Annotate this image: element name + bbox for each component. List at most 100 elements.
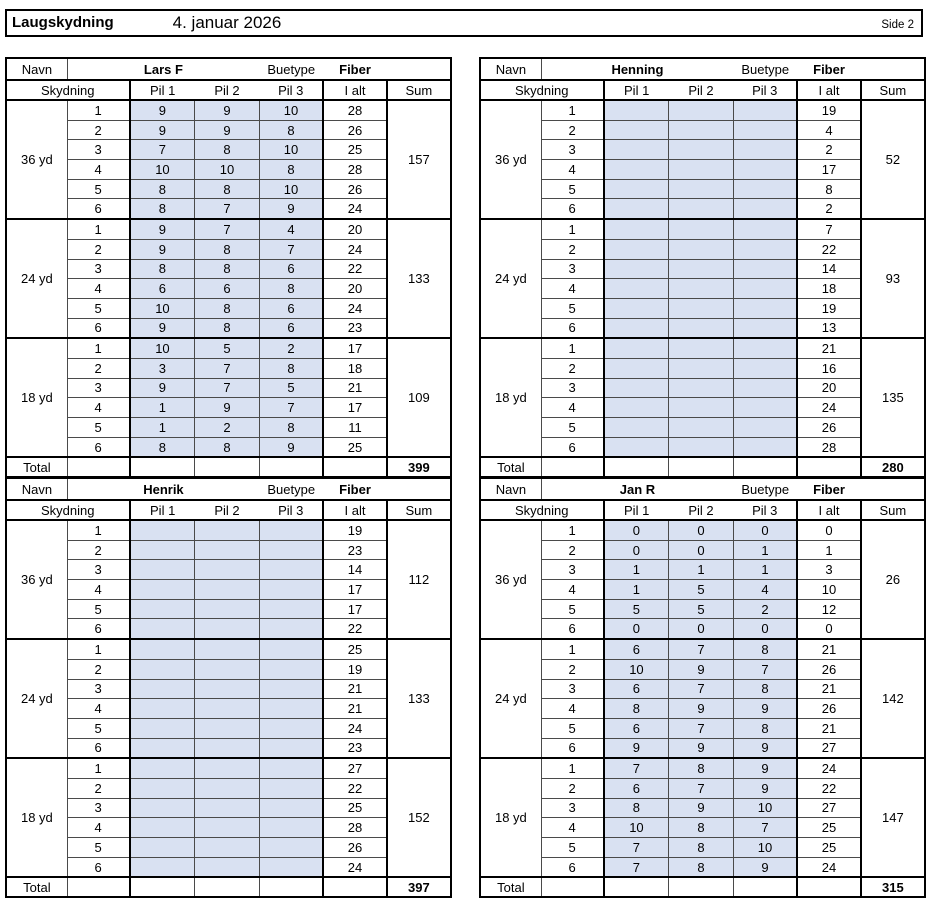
round-total-cell: 22 <box>796 777 862 799</box>
round-total-cell: 26 <box>322 837 388 858</box>
round-number-cell: 4 <box>540 397 605 418</box>
navn-label: Navn <box>480 478 542 501</box>
arrow-score-cell: 7 <box>128 139 196 161</box>
col-header-ialt: I alt <box>322 80 387 101</box>
total-value: 315 <box>859 876 926 898</box>
arrow-score-cell: 9 <box>668 658 734 680</box>
total-empty-cell <box>128 456 196 478</box>
arrow-score-cell <box>128 717 196 739</box>
round-total-cell: 12 <box>796 598 862 620</box>
arrow-score-cell: 8 <box>194 178 260 200</box>
arrow-score-cell: 7 <box>194 198 260 220</box>
buetype-value: Fiber <box>323 478 387 501</box>
arrow-score-cell: 0 <box>602 618 670 640</box>
arrow-score-cell <box>128 737 196 759</box>
arrow-score-cell: 1 <box>668 559 734 581</box>
arrow-score-cell <box>732 98 798 121</box>
arrow-score-cell <box>602 337 670 359</box>
scorecard-table: Navn Henrik Buetype Fiber Skydning Pil 1 Pil 2… <box>5 477 452 898</box>
arrow-score-cell <box>128 777 196 799</box>
round-total-cell: 24 <box>796 757 862 779</box>
round-total-cell: 25 <box>322 436 388 458</box>
buetype-value: Fiber <box>797 478 861 501</box>
total-empty-cell <box>194 876 260 898</box>
total-empty-cell <box>258 876 324 898</box>
arrow-score-cell: 8 <box>194 436 260 458</box>
arrow-score-cell: 7 <box>668 777 734 799</box>
arrow-score-cell: 1 <box>128 417 196 438</box>
arrow-score-cell <box>732 178 798 200</box>
navn-label: Navn <box>6 58 68 81</box>
col-header-pil2: Pil 2 <box>668 500 734 521</box>
arrow-score-cell: 6 <box>258 317 324 339</box>
col-header-skydning: Skydning <box>480 80 604 101</box>
round-total-cell: 27 <box>796 737 862 759</box>
arrow-score-cell <box>668 218 734 240</box>
arrow-score-cell: 8 <box>128 258 196 280</box>
round-number-cell: 4 <box>540 698 605 719</box>
arrow-score-cell <box>194 698 260 719</box>
arrow-score-cell: 2 <box>732 598 798 620</box>
arrow-score-cell <box>668 278 734 299</box>
total-empty-cell <box>258 456 324 478</box>
arrow-score-cell: 8 <box>128 436 196 458</box>
total-value: 280 <box>859 456 926 478</box>
arrow-score-cell <box>128 559 196 581</box>
total-label: Total <box>479 876 542 898</box>
arrow-score-cell <box>258 518 324 541</box>
section-sum-cell: 109 <box>385 337 452 458</box>
arrow-score-cell: 9 <box>128 98 196 121</box>
round-number-cell: 3 <box>66 377 131 399</box>
round-number-cell: 3 <box>540 258 605 280</box>
arrow-score-cell <box>128 757 196 779</box>
arrow-score-cell: 9 <box>602 737 670 759</box>
total-value: 399 <box>385 456 452 478</box>
arrow-score-cell <box>194 817 260 838</box>
arrow-score-cell: 7 <box>194 218 260 240</box>
arrow-score-cell: 10 <box>258 139 324 161</box>
buetype-value: Fiber <box>797 58 861 81</box>
arrow-score-cell: 10 <box>602 658 670 680</box>
distance-label: 36 yd <box>479 518 542 640</box>
round-number-cell: 2 <box>66 658 131 680</box>
arrow-score-cell: 6 <box>258 297 324 319</box>
arrow-score-cell: 10 <box>194 159 260 180</box>
arrow-score-cell: 0 <box>602 539 670 561</box>
round-number-cell: 3 <box>66 258 131 280</box>
section-sum-cell: 93 <box>859 218 926 339</box>
arrow-score-cell <box>732 139 798 161</box>
scorecard-table: Navn Henning Buetype Fiber Skydning Pil 1 Pil … <box>479 57 926 479</box>
round-number-cell: 6 <box>540 737 605 759</box>
round-total-cell: 23 <box>322 317 388 339</box>
round-number-cell: 4 <box>540 817 605 838</box>
round-total-cell: 25 <box>322 797 388 819</box>
round-total-cell: 26 <box>796 417 862 438</box>
arrow-score-cell <box>602 98 670 121</box>
arrow-score-cell: 5 <box>194 337 260 359</box>
col-header-pil1: Pil 1 <box>128 80 195 101</box>
col-header-ialt: I alt <box>322 500 387 521</box>
arrow-score-cell <box>732 436 798 458</box>
arrow-score-cell: 0 <box>668 618 734 640</box>
round-number-cell: 4 <box>66 159 131 180</box>
arrow-score-cell: 1 <box>128 397 196 418</box>
distance-label: 24 yd <box>5 638 68 759</box>
round-total-cell: 2 <box>796 139 862 161</box>
round-total-cell: 25 <box>322 638 388 660</box>
round-total-cell: 3 <box>796 559 862 581</box>
section-sum-cell: 135 <box>859 337 926 458</box>
col-header-ialt: I alt <box>796 80 861 101</box>
arrow-score-cell <box>668 297 734 319</box>
round-number-cell: 6 <box>66 856 131 878</box>
arrow-score-cell: 7 <box>668 678 734 700</box>
arrow-score-cell: 8 <box>668 757 734 779</box>
arrow-score-cell: 8 <box>258 417 324 438</box>
total-empty-cell <box>66 456 131 478</box>
arrow-score-cell <box>258 658 324 680</box>
arrow-score-cell: 8 <box>602 797 670 819</box>
total-empty-cell <box>66 876 131 898</box>
round-number-cell: 5 <box>66 837 131 858</box>
round-number-cell: 5 <box>66 417 131 438</box>
col-header-sum: Sum <box>859 80 925 101</box>
round-total-cell: 20 <box>796 377 862 399</box>
